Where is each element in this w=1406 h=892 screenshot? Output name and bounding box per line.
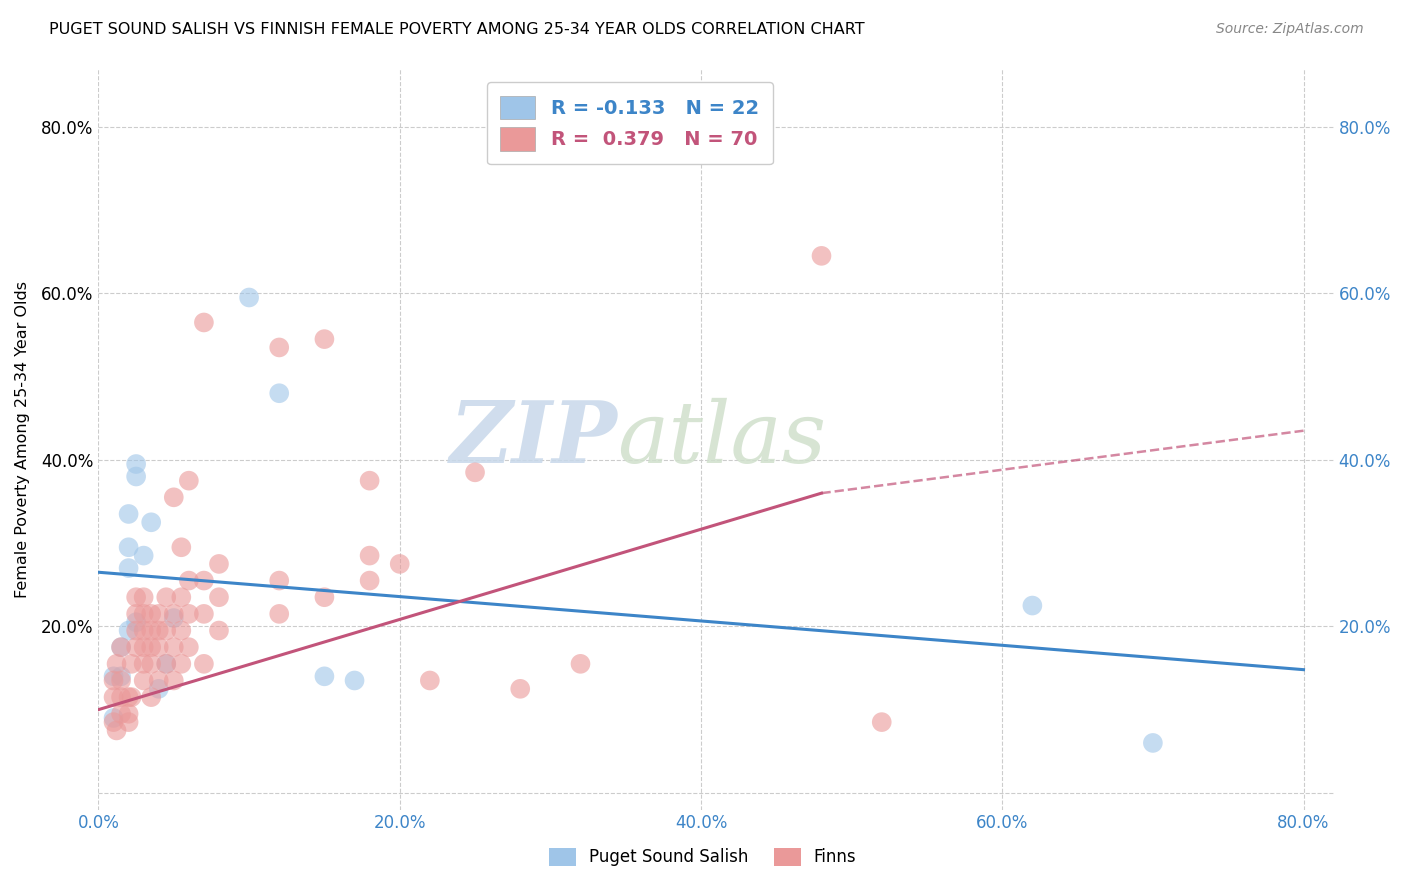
Point: [148, 607, 170, 621]
Point: [132, 624, 155, 638]
Point: [163, 607, 186, 621]
Point: [1142, 736, 1164, 750]
Point: [208, 624, 231, 638]
Point: [125, 615, 148, 630]
Point: [110, 673, 132, 688]
Point: [110, 640, 132, 655]
Point: [163, 611, 186, 625]
Point: [155, 591, 177, 605]
Point: [125, 640, 148, 655]
Point: [419, 673, 441, 688]
Point: [810, 249, 832, 263]
Point: [117, 706, 139, 721]
Point: [177, 607, 200, 621]
Point: [170, 657, 193, 671]
Point: [103, 673, 125, 688]
Point: [141, 640, 163, 655]
Text: ZIP: ZIP: [450, 397, 617, 481]
Point: [117, 541, 139, 555]
Point: [148, 673, 170, 688]
Point: [148, 624, 170, 638]
Point: [117, 690, 139, 705]
Point: [269, 386, 291, 401]
Point: [132, 640, 155, 655]
Point: [193, 574, 215, 588]
Point: [103, 690, 125, 705]
Point: [359, 474, 381, 488]
Point: [155, 624, 177, 638]
Point: [269, 607, 291, 621]
Text: Source: ZipAtlas.com: Source: ZipAtlas.com: [1216, 22, 1364, 37]
Point: [177, 474, 200, 488]
Point: [269, 574, 291, 588]
Legend: Puget Sound Salish, Finns: Puget Sound Salish, Finns: [543, 841, 863, 873]
Point: [141, 657, 163, 671]
Legend: R = -0.133   N = 22, R =  0.379   N = 70: R = -0.133 N = 22, R = 0.379 N = 70: [486, 82, 772, 164]
Point: [141, 516, 163, 530]
Point: [155, 657, 177, 671]
Point: [870, 715, 893, 730]
Point: [132, 549, 155, 563]
Y-axis label: Female Poverty Among 25-34 Year Olds: Female Poverty Among 25-34 Year Olds: [15, 280, 30, 598]
Point: [141, 624, 163, 638]
Point: [105, 723, 128, 738]
Point: [132, 673, 155, 688]
Point: [509, 681, 531, 696]
Point: [238, 291, 260, 305]
Point: [121, 690, 143, 705]
Point: [121, 657, 143, 671]
Point: [314, 332, 336, 346]
Point: [359, 549, 381, 563]
Point: [170, 591, 193, 605]
Point: [125, 624, 148, 638]
Point: [170, 541, 193, 555]
Point: [117, 507, 139, 521]
Point: [103, 715, 125, 730]
Point: [105, 657, 128, 671]
Point: [148, 681, 170, 696]
Point: [163, 491, 186, 505]
Point: [141, 690, 163, 705]
Point: [163, 640, 186, 655]
Point: [193, 607, 215, 621]
Point: [103, 669, 125, 683]
Point: [125, 457, 148, 471]
Point: [110, 690, 132, 705]
Point: [170, 624, 193, 638]
Text: PUGET SOUND SALISH VS FINNISH FEMALE POVERTY AMONG 25-34 YEAR OLDS CORRELATION C: PUGET SOUND SALISH VS FINNISH FEMALE POV…: [49, 22, 865, 37]
Point: [208, 557, 231, 571]
Point: [314, 669, 336, 683]
Point: [103, 711, 125, 725]
Point: [110, 669, 132, 683]
Point: [1021, 599, 1043, 613]
Point: [155, 657, 177, 671]
Point: [117, 624, 139, 638]
Point: [163, 673, 186, 688]
Point: [125, 469, 148, 483]
Point: [132, 657, 155, 671]
Point: [125, 591, 148, 605]
Point: [110, 706, 132, 721]
Point: [117, 715, 139, 730]
Point: [125, 607, 148, 621]
Point: [359, 574, 381, 588]
Point: [193, 657, 215, 671]
Text: atlas: atlas: [617, 398, 827, 481]
Point: [132, 591, 155, 605]
Point: [569, 657, 592, 671]
Point: [269, 341, 291, 355]
Point: [388, 557, 411, 571]
Point: [141, 607, 163, 621]
Point: [132, 607, 155, 621]
Point: [464, 466, 486, 480]
Point: [343, 673, 366, 688]
Point: [177, 574, 200, 588]
Point: [314, 591, 336, 605]
Point: [148, 640, 170, 655]
Point: [208, 591, 231, 605]
Point: [177, 640, 200, 655]
Point: [110, 640, 132, 655]
Point: [193, 316, 215, 330]
Point: [117, 561, 139, 575]
